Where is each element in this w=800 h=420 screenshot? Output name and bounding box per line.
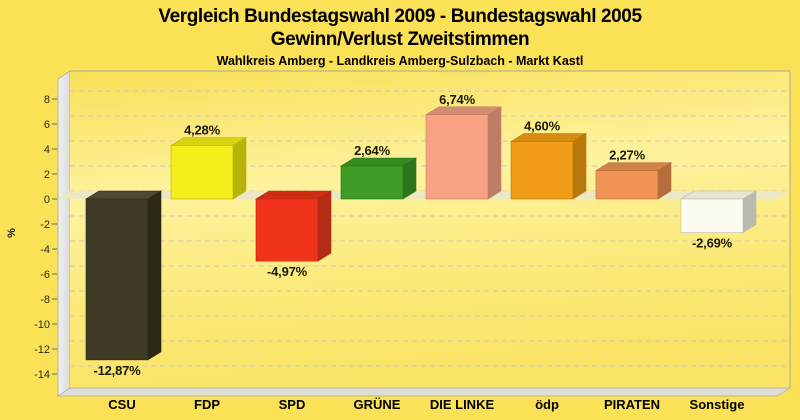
y-tick-label: 2 xyxy=(44,169,50,181)
zero-plane xyxy=(58,191,790,199)
bar-side-face xyxy=(317,190,332,262)
chart-subtitle: Wahlkreis Amberg - Landkreis Amberg-Sulz… xyxy=(216,54,584,68)
value-label: -2,69% xyxy=(692,236,733,251)
bar-GRÜNE xyxy=(339,157,418,200)
y-tick-label: -4 xyxy=(40,244,50,256)
x-axis-floor xyxy=(56,387,792,397)
chart-title-line1: Vergleich Bundestagswahl 2009 - Bundesta… xyxy=(158,6,642,27)
value-label: 4,60% xyxy=(524,119,561,134)
bar-front-face xyxy=(340,165,404,200)
y-tick-label: -10 xyxy=(34,319,50,331)
category-label: DIE LINKE xyxy=(430,397,495,412)
category-label: SPD xyxy=(279,397,306,412)
bar-front-face xyxy=(510,141,574,200)
category-label: GRÜNE xyxy=(354,397,401,412)
y-tick-label: -6 xyxy=(40,269,50,281)
bar-side-face xyxy=(487,106,502,200)
category-label: PIRATEN xyxy=(604,397,660,412)
bar-front-face xyxy=(595,170,659,200)
value-label: 6,74% xyxy=(439,92,476,107)
y-axis-wall xyxy=(57,70,71,397)
bar-front-face xyxy=(425,114,489,200)
value-label: -12,87% xyxy=(93,363,141,378)
category-label: ödp xyxy=(535,397,559,412)
category-label: Sonstige xyxy=(690,397,745,412)
y-tick-label: -8 xyxy=(40,294,50,306)
y-tick-label: 6 xyxy=(44,119,50,131)
bar-FDP xyxy=(169,136,248,200)
bar-front-face xyxy=(680,198,744,233)
y-tick-label: 4 xyxy=(44,144,50,156)
bar-SPD xyxy=(254,190,333,262)
bar-side-face xyxy=(232,136,247,200)
bar-side-face xyxy=(572,132,587,200)
value-label: 2,27% xyxy=(609,148,646,163)
bar-DIE LINKE xyxy=(424,106,503,200)
value-label: 2,64% xyxy=(354,143,391,158)
category-label: CSU xyxy=(108,397,135,412)
bar-ödp xyxy=(509,132,588,200)
bar-front-face xyxy=(85,198,149,361)
category-label: FDP xyxy=(194,397,220,412)
y-axis-label: % xyxy=(6,228,18,238)
chart-header: Vergleich Bundestagswahl 2009 - Bundesta… xyxy=(0,5,800,69)
bar-side-face xyxy=(147,190,162,361)
y-tick-label: 8 xyxy=(44,94,50,106)
bar-front-face xyxy=(255,198,319,262)
bar-front-face xyxy=(170,145,234,200)
y-tick-label: -14 xyxy=(34,369,50,381)
y-tick-label: 0 xyxy=(44,194,50,206)
value-label: -4,97% xyxy=(267,264,308,279)
bar-PIRATEN xyxy=(594,162,673,200)
bar-CSU xyxy=(84,190,163,361)
y-tick-label: -2 xyxy=(40,219,50,231)
chart-title-line2: Gewinn/Verlust Zweitstimmen xyxy=(270,29,530,50)
y-tick-label: -12 xyxy=(34,344,50,356)
bar-Sonstige xyxy=(679,190,758,234)
value-label: 4,28% xyxy=(184,123,221,138)
